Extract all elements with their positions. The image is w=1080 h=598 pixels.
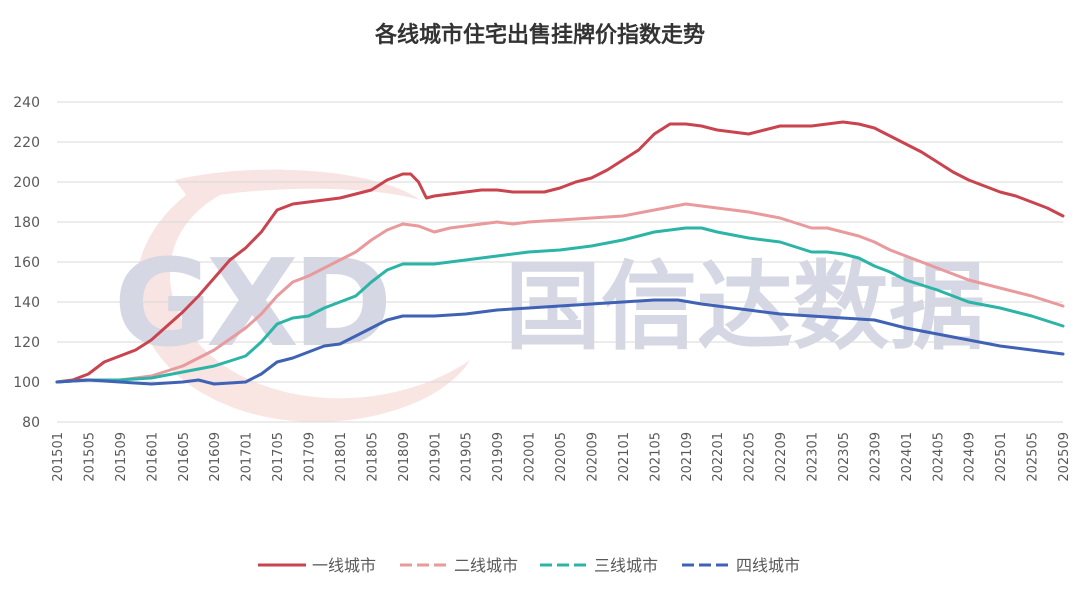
x-tick-label-201905: 201905 — [460, 432, 475, 482]
x-tick-label-201709: 201709 — [303, 432, 318, 482]
x-tick-label-202405: 202405 — [931, 432, 946, 482]
x-tick-label-202109: 202109 — [680, 432, 695, 482]
x-tick-label-201901: 201901 — [428, 432, 443, 482]
x-tick-label-202409: 202409 — [963, 432, 978, 482]
x-tick-label-202309: 202309 — [868, 432, 883, 482]
series-line-4 — [55, 298, 1065, 386]
x-tick-label-201509: 201509 — [114, 432, 129, 482]
x-tick-label-201809: 201809 — [397, 432, 412, 482]
legend: 一线城市 二线城市 三线城市 四线城市 — [258, 556, 800, 575]
y-tick-label-140: 140 — [13, 295, 40, 311]
y-axis-ticks: 80 100 120 140 160 180 200 220 240 — [13, 95, 40, 431]
y-tick-label-80: 80 — [22, 415, 40, 431]
y-tick-label-100: 100 — [13, 375, 40, 391]
series-line-3 — [55, 226, 1065, 384]
y-tick-label-200: 200 — [13, 175, 40, 191]
chart-title: 各线城市住宅出售挂牌价指数走势 — [374, 22, 705, 48]
legend-label-2: 二线城市 — [454, 556, 518, 575]
x-tick-label-201801: 201801 — [334, 432, 349, 482]
x-tick-label-201605: 201605 — [177, 432, 192, 482]
watermark-swoosh-upper — [175, 169, 420, 200]
watermark-company-text: 国信达数据 — [505, 251, 985, 363]
x-axis-ticks: 201501 201505 201509 201601 201605 201609 2017… — [51, 432, 1072, 482]
y-tick-label-220: 220 — [13, 135, 40, 151]
x-tick-label-201805: 201805 — [365, 432, 380, 482]
x-tick-label-201501: 201501 — [51, 432, 66, 482]
x-tick-label-202505: 202505 — [1026, 432, 1041, 482]
x-tick-label-202105: 202105 — [648, 432, 663, 482]
x-tick-label-202201: 202201 — [711, 432, 726, 482]
y-tick-label-120: 120 — [13, 335, 40, 351]
legend-label-4: 四线城市 — [736, 556, 800, 575]
series-lines — [55, 120, 1065, 386]
x-tick-label-201705: 201705 — [271, 432, 286, 482]
series-line-1 — [55, 120, 1065, 384]
legend-label-1: 一线城市 — [312, 556, 376, 575]
x-tick-label-202209: 202209 — [774, 432, 789, 482]
y-tick-label-180: 180 — [13, 215, 40, 231]
x-tick-label-201505: 201505 — [82, 432, 97, 482]
x-tick-label-202005: 202005 — [554, 432, 569, 482]
x-tick-label-202101: 202101 — [617, 432, 632, 482]
legend-label-3: 三线城市 — [594, 556, 658, 575]
x-tick-label-202501: 202501 — [994, 432, 1009, 482]
watermark: GXD 国信达数据 — [114, 169, 985, 422]
x-tick-label-201609: 201609 — [208, 432, 223, 482]
y-tick-label-160: 160 — [13, 255, 40, 271]
x-tick-label-202001: 202001 — [523, 432, 538, 482]
x-tick-label-201701: 201701 — [240, 432, 255, 482]
x-tick-label-202301: 202301 — [806, 432, 821, 482]
x-tick-label-202305: 202305 — [837, 432, 852, 482]
watermark-swoosh — [135, 185, 470, 422]
x-tick-label-202509: 202509 — [1057, 432, 1072, 482]
y-tick-label-240: 240 — [13, 95, 40, 111]
x-tick-label-202401: 202401 — [900, 432, 915, 482]
series-line-2 — [55, 202, 1065, 384]
x-tick-label-201601: 201601 — [145, 432, 160, 482]
x-tick-label-201909: 201909 — [491, 432, 506, 482]
x-tick-label-202009: 202009 — [585, 432, 600, 482]
x-tick-label-202205: 202205 — [743, 432, 758, 482]
